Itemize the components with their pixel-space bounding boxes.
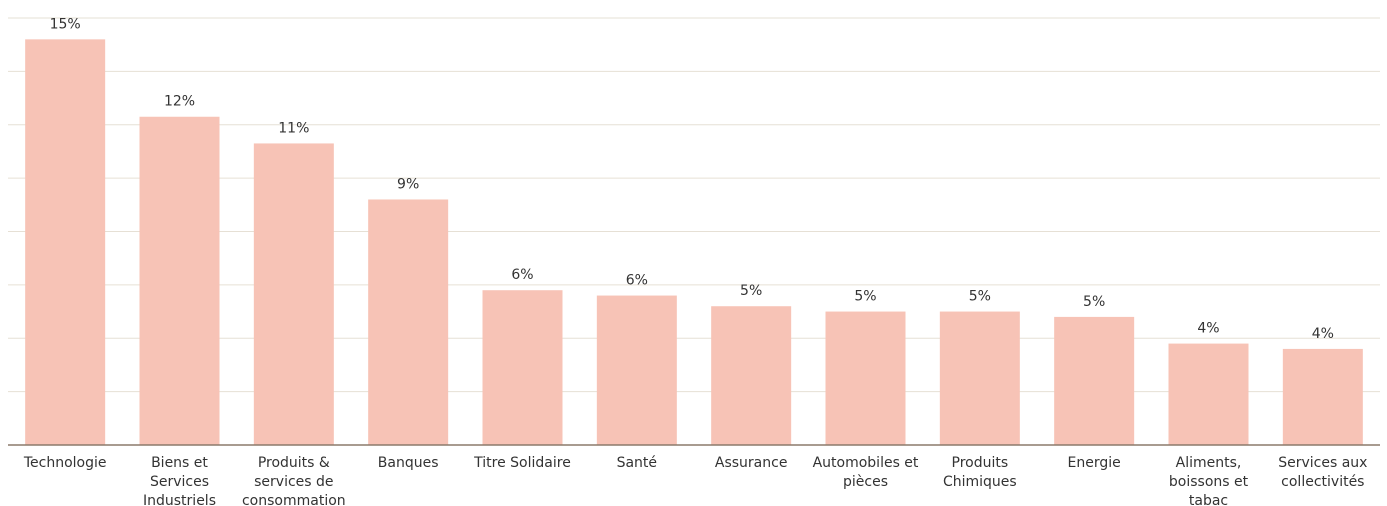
category-label-line: Santé — [617, 455, 657, 471]
category-label: Assurance — [715, 455, 788, 471]
category-label: Produits Chimiques — [943, 455, 1017, 490]
data-label: 12% — [164, 94, 195, 110]
category-label-line: Produits & — [258, 455, 330, 471]
category-label-line: Technologie — [23, 455, 107, 471]
data-label: 5% — [740, 283, 762, 299]
category-label-line: Biens et — [151, 455, 208, 471]
category-label: Produits & services de consommation — [242, 455, 346, 506]
data-label: 5% — [1083, 294, 1105, 310]
category-label: Automobiles et pièces — [813, 455, 919, 490]
bar — [253, 143, 334, 445]
bar — [1282, 348, 1363, 445]
data-label: 6% — [511, 267, 533, 283]
data-label: 4% — [1312, 326, 1334, 342]
data-label: 11% — [278, 120, 309, 136]
bar — [1054, 316, 1135, 445]
data-label: 15% — [50, 16, 81, 32]
data-label: 5% — [969, 289, 991, 305]
category-label-line: Services — [150, 474, 209, 490]
category-label-line: Automobiles et — [813, 455, 919, 471]
category-label: Biens et Services Industriels — [143, 455, 216, 506]
bar — [939, 311, 1020, 445]
category-label-line: tabac — [1189, 493, 1228, 506]
data-label: 9% — [397, 176, 419, 192]
category-label-line: collectivités — [1281, 474, 1364, 490]
data-label: 4% — [1197, 321, 1219, 337]
category-label-line: boissons et — [1169, 474, 1249, 490]
bar — [482, 290, 563, 445]
category-label: Santé — [617, 455, 657, 471]
category-label-line: Chimiques — [943, 474, 1017, 490]
category-label-line: Assurance — [715, 455, 788, 471]
category-label-line: services de — [254, 474, 333, 490]
category-label-line: consommation — [242, 493, 346, 506]
data-label: 5% — [854, 289, 876, 305]
category-label-line: Produits — [952, 455, 1009, 471]
bar — [25, 39, 106, 445]
category-label-line: Industriels — [143, 493, 216, 506]
category-label-line: Titre Solidaire — [473, 455, 571, 471]
category-label: Banques — [378, 455, 439, 471]
bar — [139, 116, 220, 446]
category-label-line: Services aux — [1278, 455, 1367, 471]
category-label: Aliments, boissons et tabac — [1169, 455, 1249, 506]
category-label-line: Aliments, — [1176, 455, 1242, 471]
category-label-line: Energie — [1068, 455, 1121, 471]
bar — [711, 306, 792, 445]
bar — [368, 199, 449, 445]
data-label: 6% — [626, 273, 648, 289]
bar — [596, 295, 677, 445]
bar — [825, 311, 906, 445]
category-label: Services aux collectivités — [1278, 455, 1367, 490]
category-label-line: pièces — [843, 474, 888, 490]
category-label: Technologie — [23, 455, 107, 471]
category-label: Energie — [1068, 455, 1121, 471]
category-label: Titre Solidaire — [473, 455, 571, 471]
category-label-line: Banques — [378, 455, 439, 471]
bar — [1168, 343, 1249, 445]
